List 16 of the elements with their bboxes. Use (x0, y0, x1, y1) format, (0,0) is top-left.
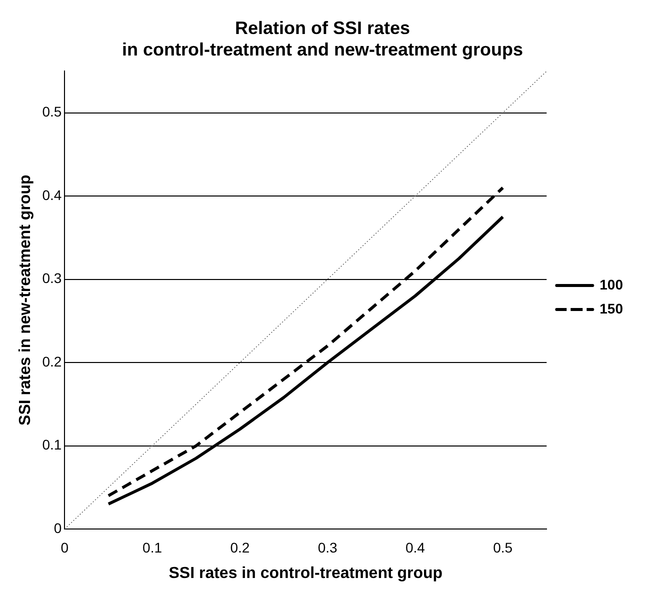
y-tick-label: 0.3 (42, 270, 62, 286)
x-tick-label: 0.5 (493, 539, 513, 556)
x-axis-title: SSI rates in control-treatment group (168, 564, 443, 582)
y-tick-label: 0 (54, 520, 62, 536)
y-tick-label: 0.2 (42, 353, 62, 370)
x-tick-label: 0.3 (318, 539, 338, 556)
x-tick-label: 0.2 (230, 539, 250, 556)
legend-label: 150 (600, 300, 624, 316)
y-tick-label: 0.1 (42, 436, 62, 453)
x-tick-label: 0.4 (405, 539, 426, 556)
y-axis-title: SSI rates in new-treatment group (17, 174, 34, 426)
chart-title: Relation of SSI rates in control-treatment and new-treatment groups (122, 18, 524, 60)
y-tick-label: 0.5 (42, 104, 62, 120)
y-tick-label: 0.4 (42, 186, 62, 203)
legend-label: 100 (600, 276, 624, 292)
x-tick-label: 0.1 (142, 539, 162, 556)
